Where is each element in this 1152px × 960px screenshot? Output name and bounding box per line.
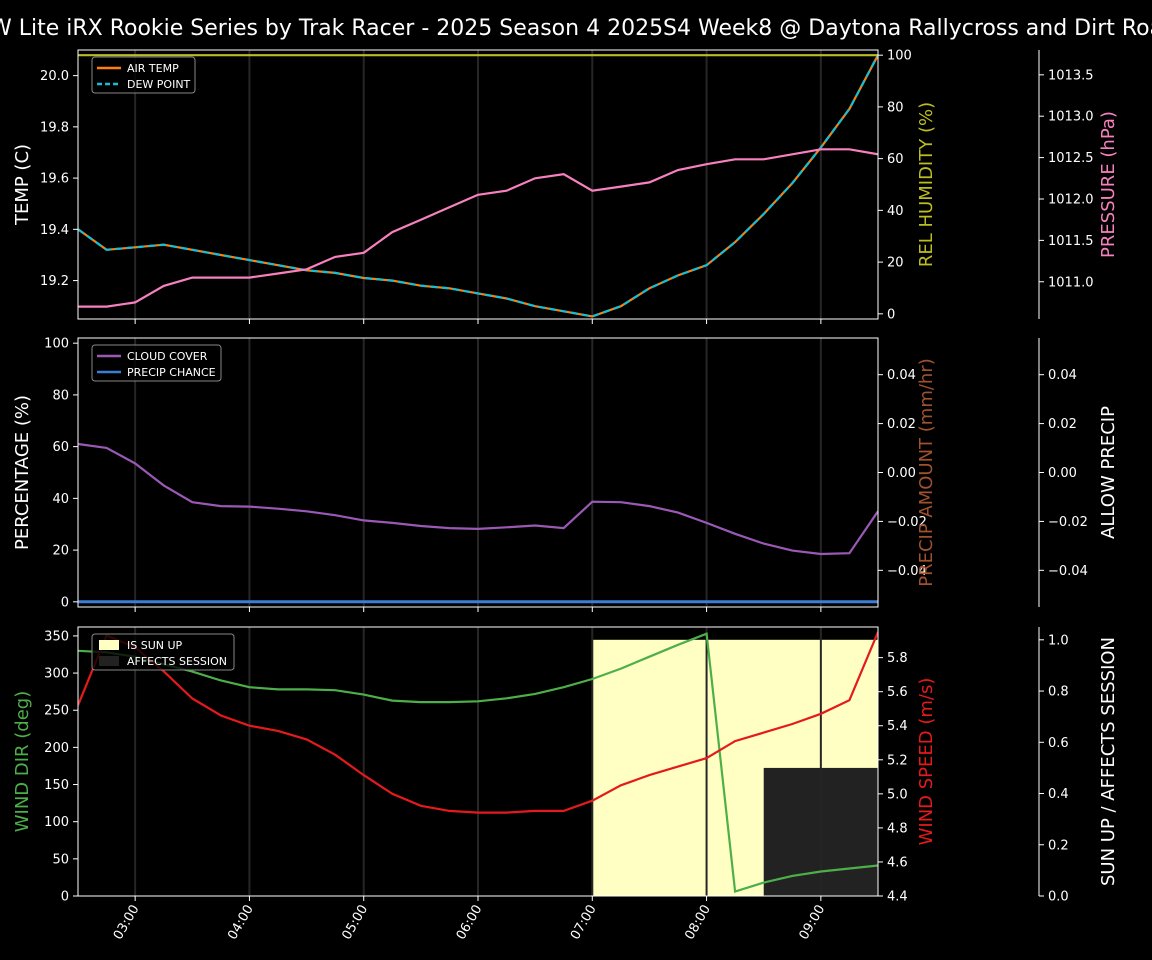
y-tick-label: 100 [44, 337, 69, 352]
y-tick-label: 19.8 [40, 120, 69, 135]
legend-box [91, 633, 235, 671]
panel-clouds: 0 20 40 60 80 100 PERCENTAGE (%) −0.04 −0.02 0.00… [12, 337, 1119, 612]
y3-tick-label: 1013.5 [1048, 68, 1094, 83]
y2-axis-label: REL HUMIDITY (%) [916, 102, 937, 267]
y-tick-label: 19.2 [40, 274, 69, 289]
legend-label: AFFECTS SESSION [127, 655, 227, 668]
y2-tick-label: 0 [887, 307, 895, 322]
y-tick-label: 100 [44, 815, 69, 830]
y2-tick-label: 100 [887, 49, 912, 64]
y3-axis-label: ALLOW PRECIP [1098, 406, 1119, 539]
legend-label: IS SUN UP [127, 639, 183, 652]
y2-tick-label: 5.8 [887, 651, 908, 666]
y-tick-label: 19.6 [40, 172, 69, 187]
legend-swatch [99, 640, 119, 650]
y3-tick-label: 0.04 [1048, 368, 1077, 383]
y-tick-label: 300 [44, 667, 69, 682]
y-tick-label: 19.4 [40, 223, 69, 238]
legend: CLOUD COVER PRECIP CHANCE [91, 344, 222, 382]
y3-axis-label: PRESSURE (hPa) [1098, 111, 1119, 258]
y-axis-label: TEMP (C) [12, 144, 33, 226]
y3-tick-label: 0.02 [1048, 417, 1077, 432]
y3-tick-label: 1012.0 [1048, 192, 1094, 207]
y-axis-label: PERCENTAGE (%) [12, 395, 33, 550]
y-tick-label: 250 [44, 704, 69, 719]
y2-axis-label: PRECIP AMOUNT (mm/hr) [916, 358, 937, 587]
y-tick-label: 20.0 [40, 69, 69, 84]
y3-tick-label: 0.00 [1048, 466, 1077, 481]
y3-tick-label: 0.0 [1048, 890, 1069, 905]
y-tick-label: 80 [52, 388, 69, 403]
y-tick-label: 60 [52, 440, 69, 455]
y2-tick-label: 40 [887, 204, 904, 219]
chart-title: VW Lite iRX Rookie Series by Trak Racer … [0, 16, 1152, 41]
y3-tick-label: 0.4 [1048, 787, 1069, 802]
y2-tick-label: 0.00 [887, 466, 916, 481]
y-tick-label: 50 [52, 852, 69, 867]
series-wind-dir [78, 632, 878, 893]
y3-tick-label: 1013.0 [1048, 110, 1094, 125]
y2-axis-label: WIND SPEED (m/s) [916, 678, 937, 846]
series-cloud-cover [78, 442, 878, 556]
legend-box [91, 344, 222, 382]
y2-tick-label: 5.6 [887, 685, 908, 700]
y2-tick-label: 4.8 [887, 821, 908, 836]
y3-tick-label: 0.8 [1048, 685, 1069, 700]
y-axis-label: WIND DIR (deg) [12, 691, 33, 833]
panel-temperature: 19.2 19.4 19.6 19.8 20.0 TEMP (C) 0 20 40 60 80 100… [12, 49, 1119, 324]
legend: IS SUN UP AFFECTS SESSION [91, 633, 235, 671]
y-tick-label: 20 [52, 544, 69, 559]
y2-tick-label: 4.4 [887, 890, 908, 905]
y3-tick-label: 1.0 [1048, 633, 1069, 648]
y2-tick-label: −0.02 [887, 515, 927, 530]
y-tick-label: 0 [61, 595, 69, 610]
series-dew-point [78, 54, 878, 318]
y3-tick-label: 1011.0 [1048, 275, 1094, 290]
y3-tick-label: 1012.5 [1048, 151, 1094, 166]
legend-label: PRECIP CHANCE [127, 366, 216, 379]
legend-label: CLOUD COVER [127, 350, 208, 363]
y-tick-label: 0 [61, 890, 69, 905]
y2-tick-label: −0.04 [887, 564, 927, 579]
series-pressure [78, 148, 878, 308]
y2-tick-label: 0.02 [887, 417, 916, 432]
y2-tick-label: 60 [887, 152, 904, 167]
y3-tick-label: 1011.5 [1048, 234, 1094, 249]
y3-tick-label: −0.04 [1048, 564, 1088, 579]
legend-label: AIR TEMP [127, 62, 179, 75]
y2-tick-label: 5.4 [887, 719, 908, 734]
y3-axis-label: SUN UP / AFFECTS SESSION [1098, 637, 1119, 886]
y2-tick-label: 4.6 [887, 855, 908, 870]
y-tick-label: 200 [44, 741, 69, 756]
y2-tick-label: 20 [887, 256, 904, 271]
y3-tick-label: −0.02 [1048, 515, 1088, 530]
y-tick-label: 40 [52, 492, 69, 507]
y3-tick-label: 0.2 [1048, 838, 1069, 853]
series-wind-speed [78, 631, 878, 814]
legend-label: DEW POINT [127, 78, 191, 91]
y2-tick-label: 0.04 [887, 368, 916, 383]
y2-tick-label: 5.0 [887, 787, 908, 802]
y-tick-label: 150 [44, 778, 69, 793]
legend: AIR TEMP DEW POINT [91, 56, 196, 94]
y-tick-label: 350 [44, 629, 69, 644]
y2-tick-label: 5.2 [887, 753, 908, 768]
legend-swatch [99, 656, 119, 666]
y2-tick-label: 80 [887, 100, 904, 115]
y3-tick-label: 0.6 [1048, 736, 1069, 751]
